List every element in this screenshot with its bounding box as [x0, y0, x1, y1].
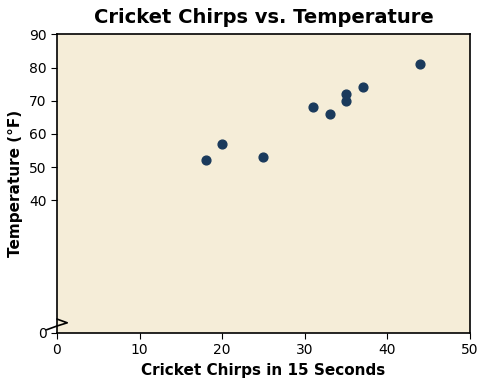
Point — [416, 61, 424, 68]
Point — [342, 91, 350, 97]
Point — [202, 157, 209, 163]
Point — [218, 141, 226, 147]
Point — [260, 154, 267, 160]
Point — [309, 104, 317, 110]
Y-axis label: Temperature (°F): Temperature (°F) — [8, 110, 23, 257]
Point — [358, 85, 366, 91]
Title: Cricket Chirps vs. Temperature: Cricket Chirps vs. Temperature — [94, 8, 433, 27]
Point — [342, 98, 350, 104]
X-axis label: Cricket Chirps in 15 Seconds: Cricket Chirps in 15 Seconds — [141, 363, 386, 378]
Point — [326, 111, 334, 117]
